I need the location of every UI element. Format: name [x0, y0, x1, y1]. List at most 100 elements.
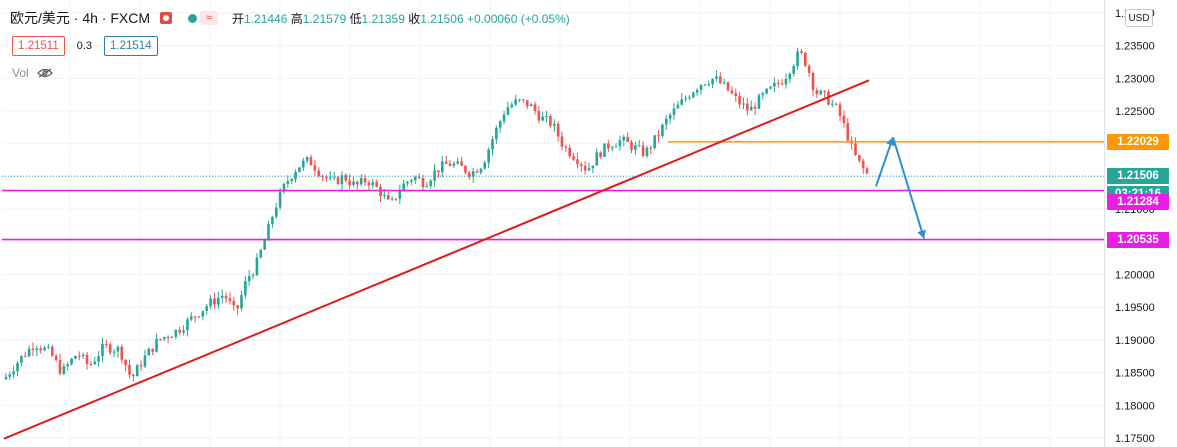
candle-body	[749, 106, 753, 111]
candle-body	[645, 147, 649, 156]
candle-body	[603, 143, 606, 157]
candle-body	[47, 346, 50, 348]
candle-body	[784, 78, 788, 85]
candle-body	[174, 329, 178, 337]
candle-body	[89, 363, 93, 365]
open-label: 开	[232, 11, 245, 26]
flag-icon[interactable]	[160, 12, 173, 24]
candle-body	[703, 84, 707, 86]
candle-body	[247, 275, 251, 282]
candle-body	[757, 95, 761, 109]
candle-body	[475, 171, 479, 173]
candle-body	[4, 376, 8, 380]
wave-icon[interactable]: ≈	[200, 11, 219, 25]
candle-body	[336, 177, 340, 185]
candle-body	[572, 156, 575, 160]
candle-body	[529, 104, 533, 107]
sell-price-button[interactable]: 1.21511	[12, 36, 65, 56]
candle-body	[58, 359, 62, 374]
candle-body	[583, 166, 587, 171]
candle-body	[614, 146, 618, 148]
candle-body	[576, 159, 579, 165]
candle-body	[313, 165, 317, 171]
close-value: 1.21506	[420, 11, 464, 26]
candle-body	[688, 97, 691, 99]
candle-body	[240, 295, 243, 309]
candle-body	[139, 365, 143, 367]
open-value: 1.21446	[244, 11, 288, 26]
candle-body	[135, 365, 139, 377]
candle-body	[495, 127, 498, 140]
candle-body	[545, 116, 548, 118]
high-label: 高	[290, 11, 303, 26]
candle-body	[506, 107, 510, 115]
currency-badge[interactable]: USD	[1125, 9, 1153, 27]
price-axis-tick-label: 1.19500	[1115, 302, 1155, 314]
candle-body	[537, 111, 541, 121]
candle-body	[591, 165, 595, 169]
price-axis-tick-label: 1.23000	[1115, 73, 1155, 85]
candle-body	[464, 165, 467, 173]
candle-body	[722, 82, 726, 84]
candle-body	[753, 106, 757, 109]
candle-body	[112, 351, 116, 353]
candle-body	[610, 147, 614, 149]
candle-body	[78, 355, 81, 357]
candle-body	[541, 116, 544, 121]
volume-legend: Vol	[12, 66, 53, 80]
candle-body	[726, 82, 730, 91]
candle-body	[838, 104, 842, 116]
candle-body	[332, 177, 336, 179]
candle-body	[796, 51, 799, 67]
candle-body	[800, 51, 803, 53]
candle-body	[792, 66, 795, 74]
candle-body	[294, 171, 297, 180]
candle-body	[344, 175, 348, 181]
candle-body	[468, 172, 471, 177]
candle-body	[244, 281, 247, 296]
candle-body	[23, 355, 27, 357]
candle-body	[39, 348, 42, 351]
candle-body	[151, 348, 154, 352]
candle-body	[819, 90, 823, 95]
candle-body	[695, 90, 699, 93]
candle-body	[661, 124, 664, 136]
candle-body	[773, 82, 776, 87]
high-value: 1.21579	[302, 11, 347, 26]
eye-hidden-icon[interactable]	[36, 68, 53, 78]
buy-price-button[interactable]: 1.21514	[104, 36, 158, 56]
candle-body	[429, 180, 433, 187]
candle-body	[193, 316, 197, 318]
candle-body	[568, 147, 572, 157]
price-axis-tick-label: 1.18500	[1115, 368, 1155, 380]
price-axis-tick-label: 1.18000	[1115, 400, 1155, 412]
candle-body	[522, 99, 525, 101]
price-axis-tick-label: 1.20000	[1115, 270, 1155, 282]
candle-body	[765, 88, 768, 94]
candle-body	[205, 306, 209, 311]
candle-body	[564, 146, 568, 148]
low-value: 1.21359	[361, 11, 405, 26]
candle-body	[413, 176, 417, 181]
candle-body	[587, 168, 591, 171]
candle-body	[367, 182, 371, 186]
candle-body	[16, 362, 19, 372]
candle-body	[827, 91, 830, 105]
candle-body	[359, 178, 363, 185]
candle-body	[514, 99, 517, 105]
change-value: +0.00060 (+0.05%)	[467, 11, 570, 26]
candle-body	[166, 337, 170, 339]
candle-body	[803, 52, 807, 66]
candle-body	[630, 142, 633, 150]
candle-body	[552, 123, 556, 126]
candle-body	[170, 336, 174, 338]
candle-body	[479, 168, 483, 173]
candle-body	[831, 103, 834, 105]
candle-body	[228, 298, 232, 301]
candle-body	[865, 168, 869, 174]
candle-body	[433, 170, 436, 181]
symbol-title[interactable]: 欧元/美元 · 4h · FXCM	[10, 10, 151, 26]
candle-body	[807, 65, 811, 73]
candle-body	[730, 90, 734, 94]
